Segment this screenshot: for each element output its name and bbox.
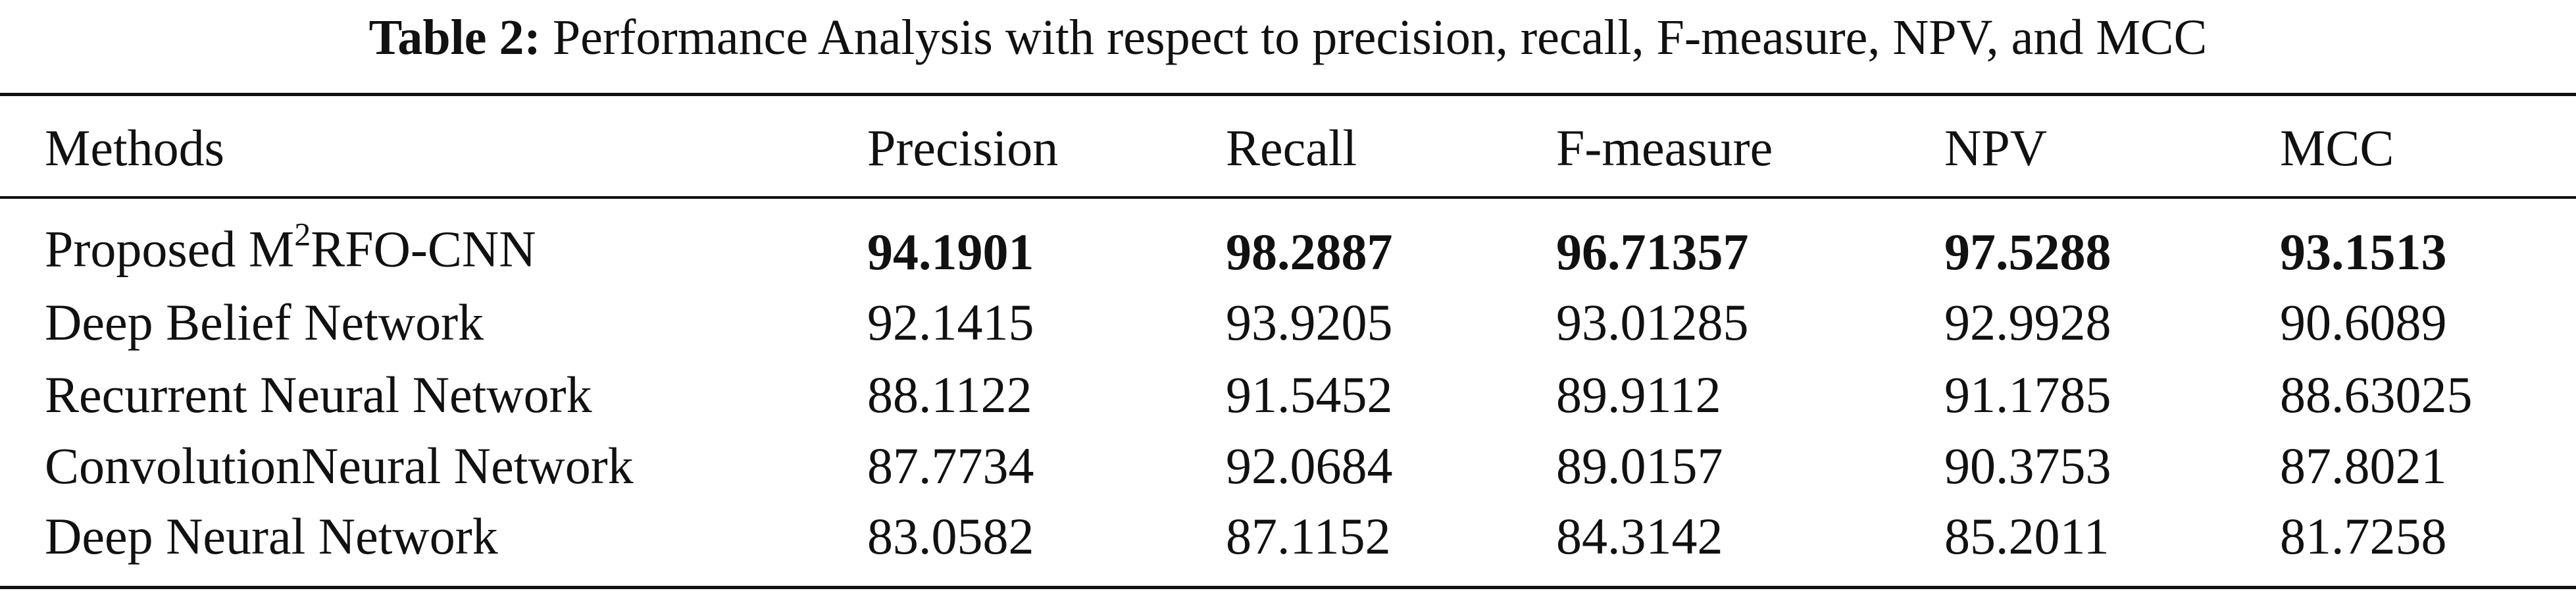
value-cell: 91.1785 [1944, 366, 2111, 423]
header-cell: F-measure [1556, 119, 1773, 176]
value-cell: 88.1122 [867, 366, 1032, 423]
value-cell: 89.0157 [1556, 437, 1723, 494]
caption-text: Performance Analysis with respect to pre… [552, 10, 2208, 65]
method-text: Recurrent Neural Network [45, 366, 592, 423]
value-cell: 97.5288 [1944, 223, 2111, 280]
method-cell: Deep Neural Network [45, 507, 498, 566]
value-cell: 92.0684 [1226, 437, 1393, 494]
value-cell: 89.9112 [1556, 366, 1721, 423]
value-cell: 92.1415 [867, 294, 1034, 351]
bottom-rule [0, 586, 2576, 589]
value-cell: 84.3142 [1556, 508, 1723, 565]
table-caption: Table 2: Performance Analysis with respec… [0, 8, 2576, 67]
value-cell: 93.01285 [1556, 294, 1749, 351]
value-cell: 94.1901 [867, 223, 1034, 280]
value-cell: 87.1152 [1226, 508, 1391, 565]
value-cell: 90.6089 [2280, 294, 2447, 351]
value-cell: 93.9205 [1226, 294, 1393, 351]
header-cell: NPV [1944, 119, 2048, 176]
caption-label: Table 2: [368, 10, 541, 65]
value-cell: 90.3753 [1944, 437, 2111, 494]
value-cell: 88.63025 [2280, 366, 2473, 423]
header-cell: Precision [867, 119, 1059, 176]
value-cell: 96.71357 [1556, 223, 1749, 280]
method-text: Deep Neural Network [45, 508, 498, 565]
value-cell: 85.2011 [1944, 508, 2109, 565]
header-rule [0, 196, 2576, 199]
method-cell: Deep Belief Network [45, 293, 484, 352]
method-text: RFO-CNN [311, 220, 536, 278]
value-cell: 83.0582 [867, 508, 1034, 565]
value-cell: 87.8021 [2280, 437, 2447, 494]
method-cell: ConvolutionNeural Network [45, 436, 634, 496]
value-cell: 87.7734 [867, 437, 1034, 494]
value-cell: 98.2887 [1226, 223, 1393, 280]
header-cell: MCC [2280, 119, 2394, 176]
header-cell: Recall [1226, 119, 1357, 176]
method-text: Proposed M [45, 220, 295, 278]
superscript: 2 [294, 215, 311, 253]
value-cell: 81.7258 [2280, 508, 2447, 565]
method-text: Deep Belief Network [45, 294, 484, 351]
method-cell: Recurrent Neural Network [45, 365, 592, 425]
method-cell: Proposed M2RFO-CNN [45, 216, 536, 285]
value-cell: 93.1513 [2280, 223, 2447, 280]
method-text: ConvolutionNeural Network [45, 437, 634, 494]
top-rule [0, 93, 2576, 96]
header-cell: Methods [45, 119, 224, 176]
value-cell: 91.5452 [1226, 366, 1393, 423]
value-cell: 92.9928 [1944, 294, 2111, 351]
